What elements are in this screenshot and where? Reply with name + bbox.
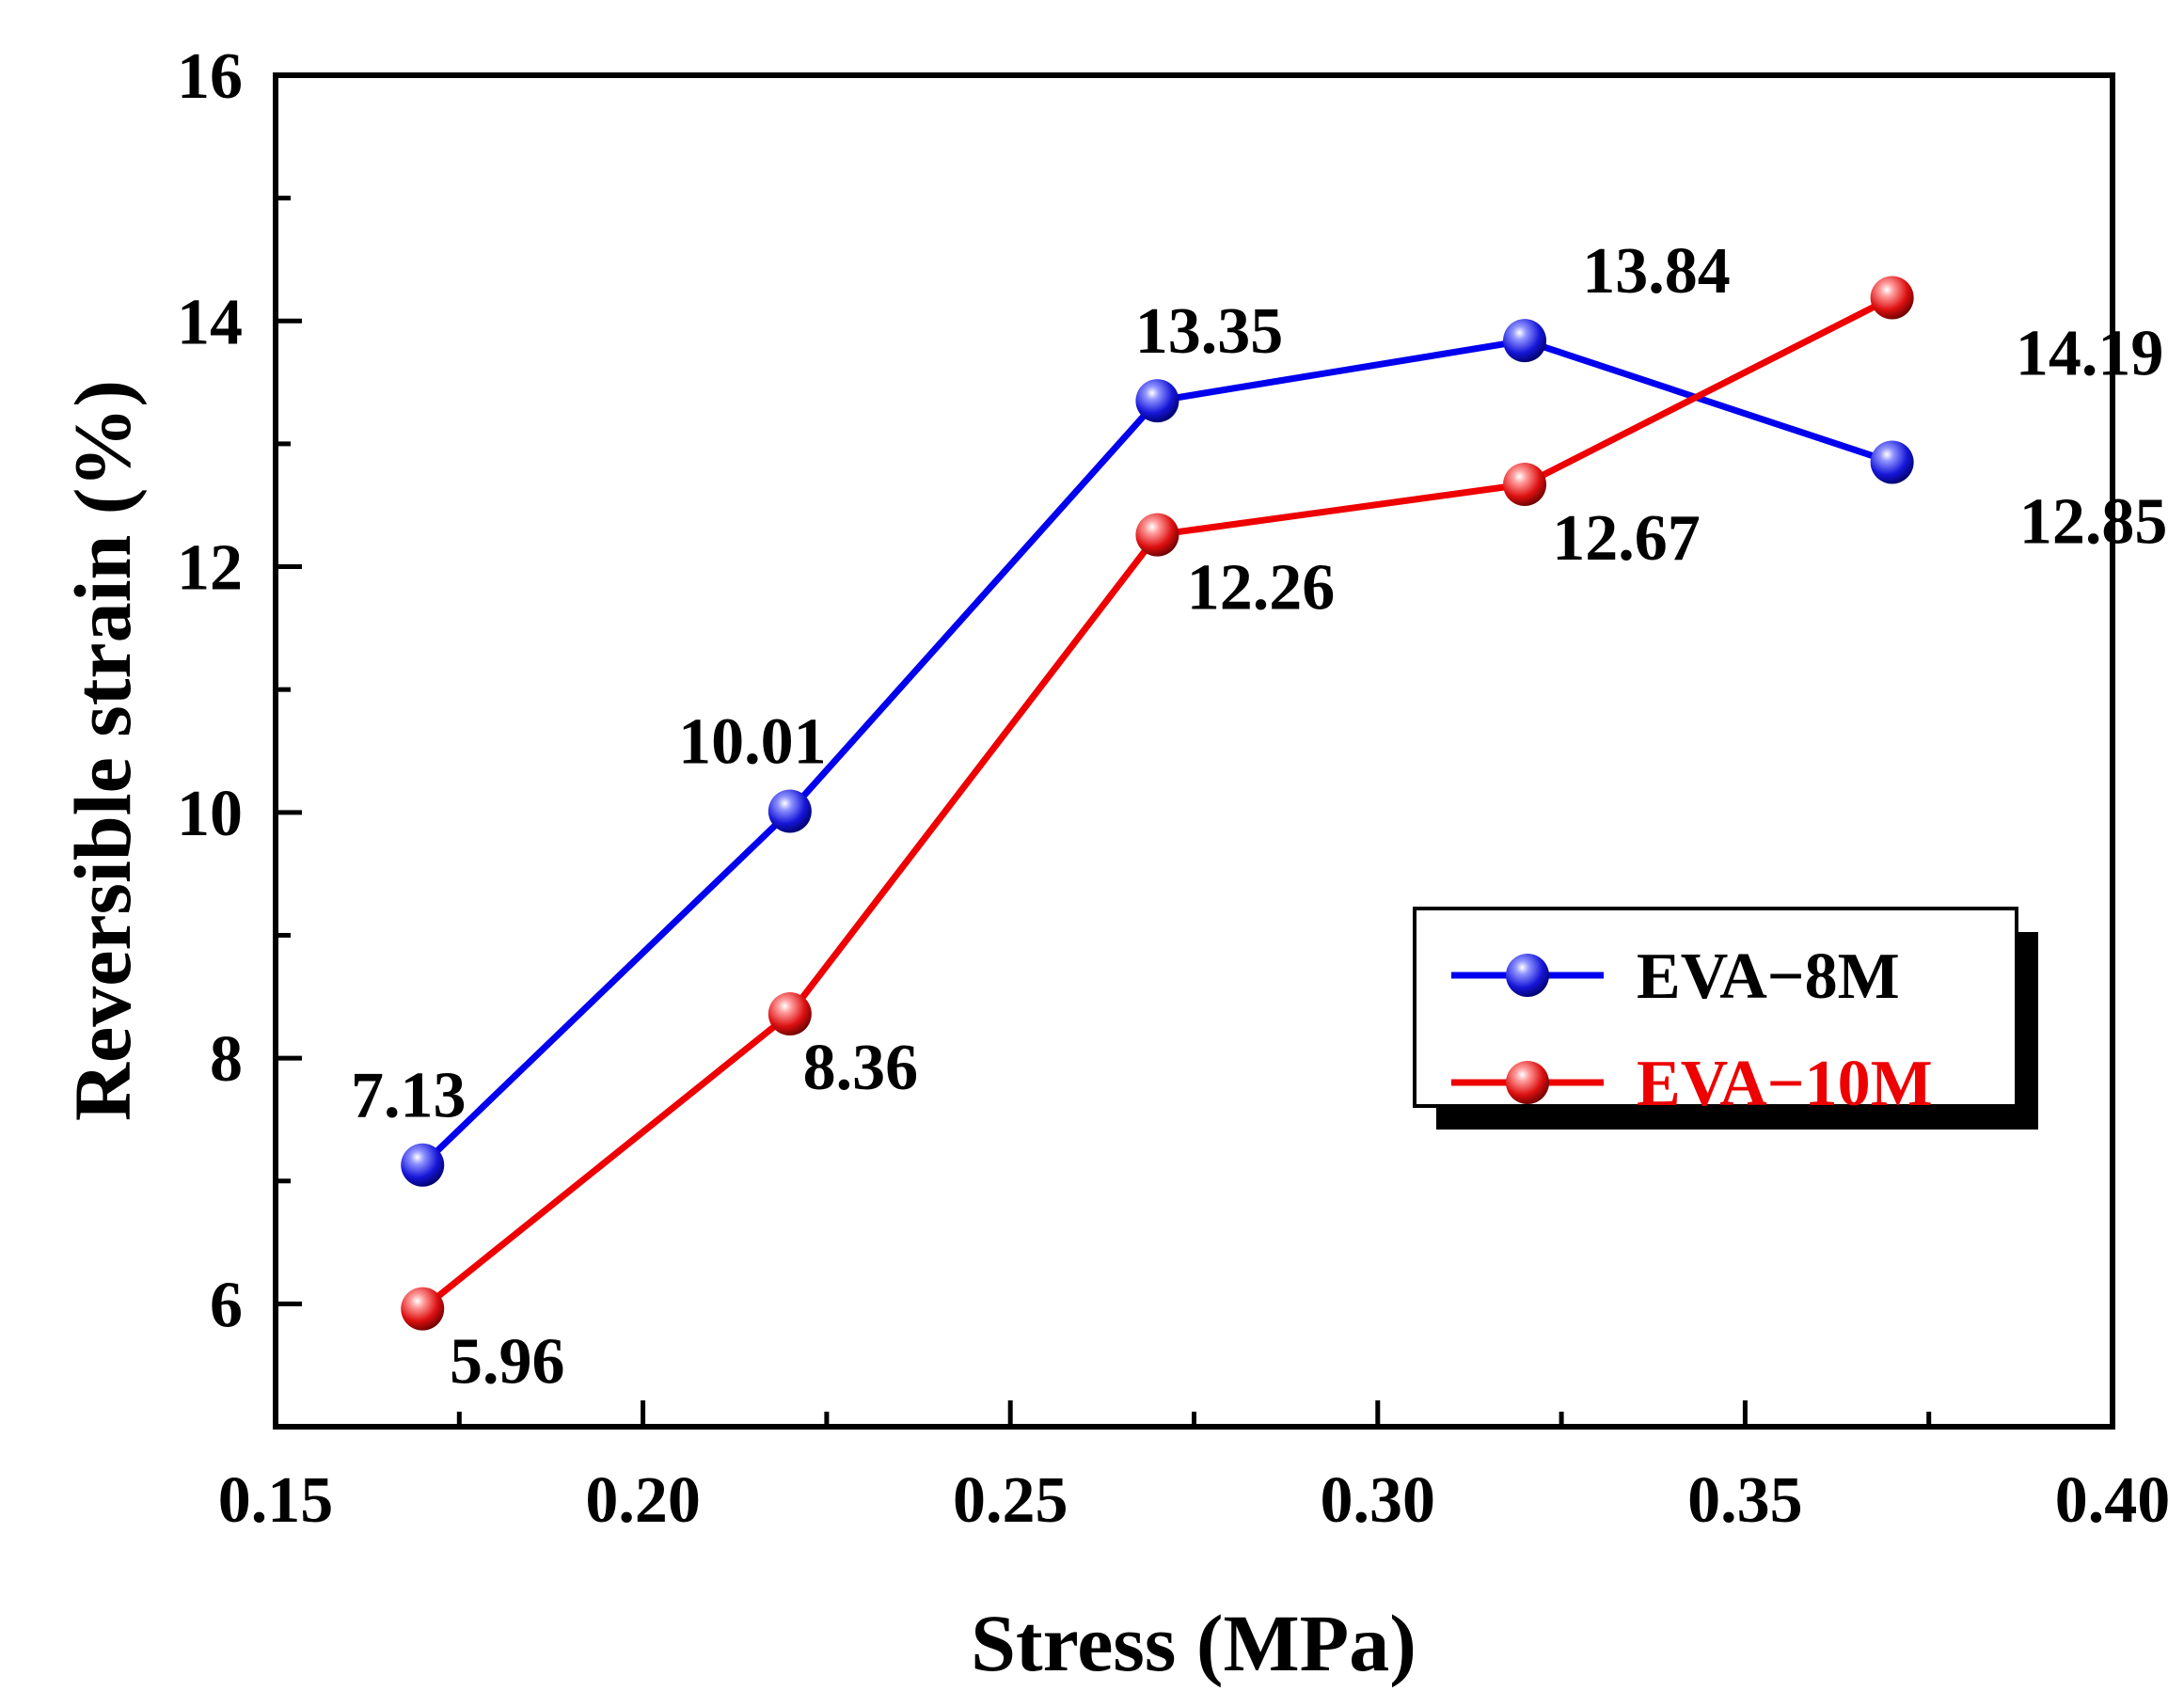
x-tick-label: 0.30 <box>1321 1464 1436 1537</box>
series-markers <box>401 276 1914 1331</box>
data-point <box>1503 319 1547 363</box>
legend-items: EVA−8M EVA−10M <box>1451 940 1933 1120</box>
data-label: 12.67 <box>1552 502 1701 575</box>
legend: EVA−8M EVA−10M <box>1413 907 2038 1130</box>
data-point <box>768 992 812 1036</box>
x-tick-label: 0.20 <box>585 1464 701 1537</box>
series-lines <box>419 294 1894 1312</box>
legend-label: EVA−10M <box>1637 1048 1933 1120</box>
y-tick-label: 16 <box>177 40 243 113</box>
data-label: 12.26 <box>1187 552 1336 624</box>
legend-marker <box>1506 1061 1549 1104</box>
series-line-2 <box>420 294 1894 1312</box>
data-point <box>401 1287 445 1331</box>
x-tick-label: 0.15 <box>218 1464 334 1537</box>
y-tick-label: 12 <box>177 532 243 605</box>
data-label: 10.01 <box>678 706 827 779</box>
data-label: 13.84 <box>1582 235 1731 308</box>
data-point <box>401 1143 445 1187</box>
x-axis-title: Stress (MPa) <box>971 1598 1416 1688</box>
y-tick-label: 14 <box>177 286 243 358</box>
y-tick-label: 10 <box>177 778 243 850</box>
data-point <box>1135 513 1179 557</box>
data-point <box>1135 379 1179 423</box>
data-point <box>1503 463 1547 507</box>
data-point <box>1870 440 1914 484</box>
y-tick-label: 6 <box>210 1269 243 1341</box>
data-label: 14.19 <box>2016 317 2164 389</box>
y-axis-title: Reversible strain (%) <box>57 380 148 1121</box>
plot-area-border <box>273 72 2115 1430</box>
x-axis-ticks: 0.15 0.20 0.25 0.30 0.35 0.40 <box>218 1400 2171 1537</box>
x-tick-label: 0.25 <box>953 1464 1068 1537</box>
data-label: 7.13 <box>351 1060 467 1132</box>
plot-frame <box>273 72 2115 1430</box>
data-label: 8.36 <box>803 1032 919 1104</box>
legend-label: EVA−8M <box>1637 940 1900 1013</box>
data-label: 5.96 <box>450 1326 565 1399</box>
data-label: 13.35 <box>1135 295 1284 368</box>
data-point <box>1870 276 1914 320</box>
y-tick-label: 8 <box>210 1023 243 1096</box>
x-tick-label: 0.35 <box>1687 1464 1803 1537</box>
x-tick-label: 0.40 <box>2055 1464 2171 1537</box>
y-axis-ticks: 6 8 10 12 14 16 <box>177 40 302 1341</box>
data-point <box>768 789 812 833</box>
legend-marker <box>1506 954 1549 997</box>
data-labels: 7.13 10.01 13.35 13.84 12.85 5.96 8.36 12.26 12.… <box>351 235 2167 1398</box>
data-label: 12.85 <box>2019 486 2168 559</box>
